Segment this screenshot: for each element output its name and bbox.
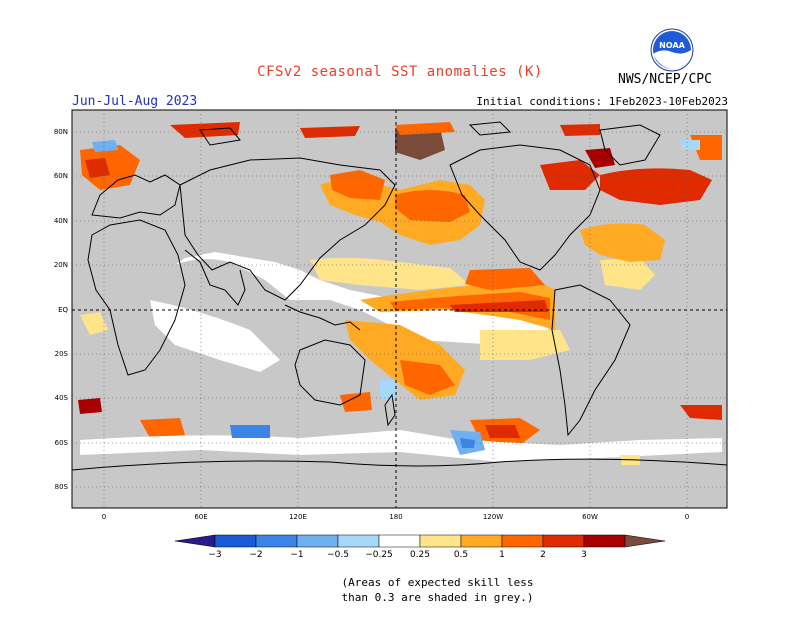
lat-label: 60N <box>54 172 68 180</box>
legend-swatch <box>501 534 544 548</box>
lon-label: 60W <box>582 513 598 521</box>
lon-label: 120E <box>289 513 307 521</box>
legend-swatch <box>214 534 257 548</box>
noaa-logo-icon: NOAA <box>650 28 694 72</box>
legend-arrow-high <box>624 534 666 548</box>
legend-tick-label: 0.5 <box>454 550 468 560</box>
initial-conditions: Initial conditions: 1Feb2023-10Feb2023 <box>476 95 728 108</box>
lon-label: 180 <box>389 513 402 521</box>
lon-label: 0 <box>102 513 106 521</box>
legend-swatch <box>255 534 298 548</box>
legend-tick-label: −0.25 <box>365 550 393 560</box>
logo-text: NOAA <box>659 41 685 50</box>
map-gridlines <box>72 110 727 508</box>
legend-swatch <box>583 534 626 548</box>
map-title: CFSv2 seasonal SST anomalies (K) <box>257 64 543 80</box>
legend-swatch <box>337 534 380 548</box>
legend-tick-label: 2 <box>540 550 546 560</box>
legend-swatch <box>419 534 462 548</box>
lon-label: 60E <box>194 513 207 521</box>
lat-label: 20S <box>55 350 69 358</box>
legend-swatch <box>542 534 585 548</box>
legend-swatch <box>460 534 503 548</box>
lon-label: 120W <box>483 513 503 521</box>
legend-tick-label: 3 <box>581 550 587 560</box>
legend-tick-label: −0.5 <box>327 550 349 560</box>
lon-label: 0 <box>685 513 689 521</box>
skill-note-line2: than 0.3 are shaded in grey.) <box>341 591 534 604</box>
legend-swatch <box>378 534 421 548</box>
anomaly-fields <box>78 122 722 465</box>
skill-note: (Areas of expected skill less than 0.3 a… <box>0 575 800 605</box>
lat-label: 40N <box>54 217 68 225</box>
lat-label: EQ <box>58 306 68 314</box>
legend-tick-label: 1 <box>499 550 505 560</box>
lat-label: 80S <box>55 483 69 491</box>
forecast-period: Jun-Jul-Aug 2023 <box>72 94 198 109</box>
legend-arrow-low <box>174 534 216 548</box>
lat-label: 80N <box>54 128 68 136</box>
skill-note-line1: (Areas of expected skill less <box>341 576 534 589</box>
agency-label: NWS/NCEP/CPC <box>618 72 712 87</box>
lat-label: 20N <box>54 261 68 269</box>
coastlines <box>71 121 728 471</box>
legend-tick-label: −2 <box>249 550 262 560</box>
legend-tick-label: −3 <box>208 550 221 560</box>
lat-label: 60S <box>55 439 69 447</box>
lat-label: 40S <box>55 394 69 402</box>
legend-tick-label: −1 <box>290 550 303 560</box>
legend-tick-label: 0.25 <box>410 550 430 560</box>
legend-swatch <box>296 534 339 548</box>
